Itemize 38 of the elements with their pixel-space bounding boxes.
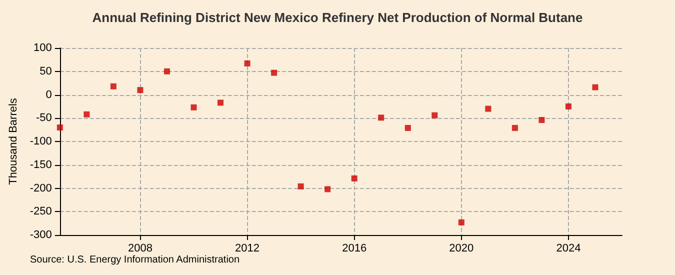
point [512, 124, 518, 131]
point [137, 87, 144, 94]
point [485, 106, 492, 112]
y-axis-title: Thousand Barrels [8, 98, 20, 185]
point [458, 219, 464, 226]
x-tick-label: 2024 [556, 242, 581, 254]
y-tick-label: -200 [30, 182, 52, 194]
point [538, 116, 545, 123]
point [244, 60, 250, 66]
point [218, 100, 224, 106]
point [164, 68, 170, 74]
y-tick-label: -300 [30, 229, 52, 241]
point [404, 124, 411, 131]
x-tick-label: 2008 [128, 242, 152, 254]
point [592, 84, 598, 90]
chart-title: Annual Refining District New Mexico Refinery Net Production of Normal Butane [92, 10, 583, 25]
y-tick-label: 50 [40, 65, 52, 78]
y-tick-label: 0 [46, 88, 52, 101]
y-tick-label: -50 [36, 112, 52, 124]
point [298, 183, 304, 190]
point [351, 175, 358, 182]
point [271, 70, 278, 76]
point [432, 112, 438, 118]
point [378, 114, 384, 121]
point [324, 186, 331, 192]
point [190, 104, 197, 110]
point [565, 103, 572, 110]
source-note: Source: U.S. Energy Information Administration [30, 254, 240, 266]
x-tick-label: 2016 [342, 242, 367, 254]
x-tick-label: 2020 [449, 242, 474, 254]
point [56, 124, 63, 130]
x-tick-label: 2012 [235, 242, 260, 254]
y-tick-label: -250 [30, 206, 52, 218]
y-tick-label: 100 [34, 42, 52, 54]
y-tick-label: -100 [30, 136, 52, 148]
point [84, 111, 90, 118]
y-tick-label: -150 [30, 158, 52, 171]
point [110, 83, 116, 90]
